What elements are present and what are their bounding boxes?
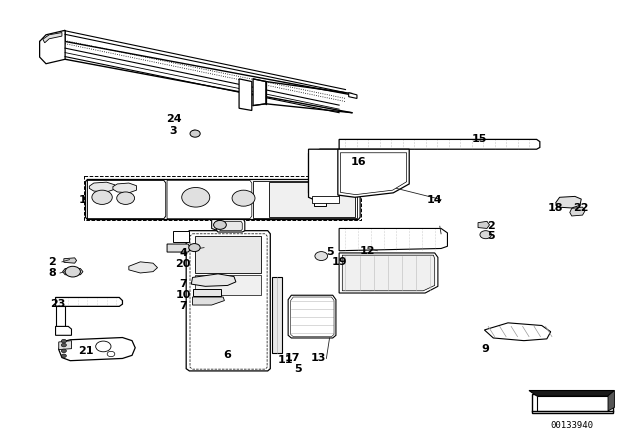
Polygon shape [186, 231, 270, 371]
Polygon shape [59, 337, 135, 361]
Circle shape [182, 188, 210, 207]
Text: 7: 7 [179, 279, 187, 289]
Text: 13: 13 [311, 353, 326, 363]
Text: 17: 17 [284, 353, 300, 363]
Polygon shape [338, 149, 409, 197]
Text: 4: 4 [179, 248, 187, 258]
Text: 18: 18 [548, 203, 564, 213]
Circle shape [232, 190, 255, 206]
Polygon shape [56, 297, 122, 306]
Polygon shape [88, 181, 166, 219]
Text: 5: 5 [294, 364, 302, 374]
Text: 12: 12 [360, 246, 376, 256]
Text: 7: 7 [179, 302, 187, 311]
Text: 2: 2 [49, 257, 56, 267]
Polygon shape [63, 268, 83, 275]
Circle shape [61, 349, 67, 353]
Circle shape [480, 231, 492, 239]
Polygon shape [217, 220, 245, 232]
Polygon shape [288, 295, 336, 338]
Circle shape [92, 190, 112, 204]
Circle shape [61, 354, 67, 358]
Polygon shape [56, 306, 65, 327]
Text: 6: 6 [223, 350, 232, 360]
Polygon shape [129, 262, 157, 273]
Text: 15: 15 [472, 134, 487, 144]
Polygon shape [323, 151, 335, 196]
Circle shape [214, 220, 227, 229]
Circle shape [315, 252, 328, 260]
Polygon shape [195, 236, 261, 273]
Text: 19: 19 [332, 257, 347, 267]
Text: 22: 22 [573, 203, 589, 213]
Polygon shape [59, 340, 72, 349]
Polygon shape [56, 327, 72, 335]
Polygon shape [314, 199, 326, 206]
Polygon shape [339, 253, 438, 293]
Polygon shape [195, 275, 261, 295]
Polygon shape [40, 30, 65, 48]
Text: 5: 5 [487, 231, 495, 241]
Text: 8: 8 [49, 268, 56, 278]
Circle shape [61, 339, 67, 343]
Polygon shape [478, 221, 490, 228]
Text: 21: 21 [77, 346, 93, 356]
Polygon shape [308, 149, 338, 197]
Polygon shape [64, 258, 77, 263]
Polygon shape [484, 323, 550, 340]
Polygon shape [340, 153, 406, 194]
Polygon shape [43, 33, 62, 43]
Text: 24: 24 [166, 114, 181, 125]
Text: 1: 1 [79, 194, 87, 205]
Polygon shape [308, 149, 339, 199]
Polygon shape [556, 196, 581, 208]
Polygon shape [113, 183, 136, 193]
Polygon shape [193, 297, 225, 305]
Circle shape [116, 192, 134, 204]
Text: 23: 23 [50, 299, 65, 309]
Text: 10: 10 [175, 290, 191, 300]
Polygon shape [86, 180, 360, 220]
Text: 11: 11 [277, 355, 292, 365]
Polygon shape [173, 231, 189, 242]
Polygon shape [529, 391, 614, 396]
Circle shape [190, 130, 200, 137]
Polygon shape [269, 182, 355, 217]
Text: 16: 16 [351, 157, 366, 167]
Text: 9: 9 [482, 344, 490, 353]
Polygon shape [339, 228, 447, 251]
Polygon shape [342, 255, 435, 291]
Polygon shape [349, 93, 357, 99]
Text: 20: 20 [175, 259, 191, 269]
Polygon shape [219, 221, 243, 231]
Text: 00133940: 00133940 [551, 421, 594, 430]
Circle shape [61, 343, 67, 347]
Polygon shape [40, 30, 65, 64]
Text: 14: 14 [427, 194, 442, 205]
Polygon shape [239, 79, 252, 111]
Polygon shape [253, 181, 357, 218]
Polygon shape [570, 207, 585, 216]
Text: 5: 5 [326, 247, 334, 257]
Circle shape [65, 266, 81, 277]
Text: 2: 2 [487, 221, 495, 231]
Polygon shape [167, 244, 189, 252]
Polygon shape [212, 220, 228, 231]
Circle shape [189, 244, 200, 252]
Polygon shape [90, 182, 115, 192]
Polygon shape [253, 79, 266, 106]
Polygon shape [312, 196, 339, 202]
Polygon shape [537, 396, 608, 411]
Polygon shape [608, 391, 614, 411]
Polygon shape [167, 181, 252, 219]
Polygon shape [272, 277, 282, 353]
Polygon shape [191, 274, 236, 286]
Polygon shape [193, 289, 221, 296]
Polygon shape [339, 139, 540, 149]
Text: 3: 3 [170, 125, 177, 135]
